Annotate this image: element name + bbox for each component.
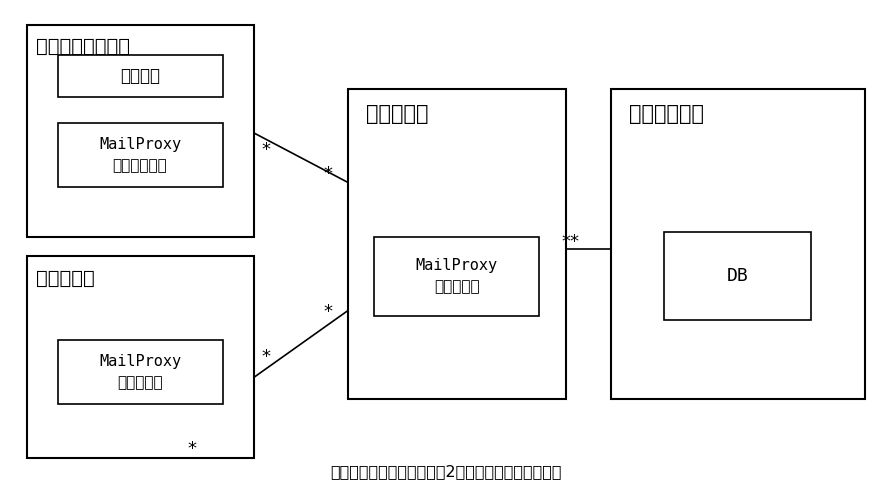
Bar <box>57 123 223 187</box>
Bar <box>57 340 223 404</box>
Text: *: * <box>324 303 333 320</box>
Text: 客户系统所在机器: 客户系统所在机器 <box>36 37 129 56</box>
Text: 细化物理架构的设计（迭代2）：软件如何部署到硬件: 细化物理架构的设计（迭代2）：软件如何部署到硬件 <box>330 464 562 479</box>
Text: 客户系统: 客户系统 <box>120 68 160 85</box>
Text: *: * <box>187 440 196 458</box>
Bar <box>611 89 865 399</box>
Bar <box>57 56 223 98</box>
Bar <box>27 25 254 237</box>
Text: 管理工作站: 管理工作站 <box>36 269 95 288</box>
Bar <box>348 89 566 399</box>
Text: *: * <box>261 349 270 366</box>
Text: 转发服务器: 转发服务器 <box>366 104 428 124</box>
Text: 数据库服务器: 数据库服务器 <box>629 104 704 124</box>
Text: MailProxy
管理员应用: MailProxy 管理员应用 <box>99 354 181 390</box>
Text: *: * <box>261 141 270 159</box>
Text: **: ** <box>562 233 580 250</box>
Bar <box>374 237 539 316</box>
Text: DB: DB <box>727 267 748 285</box>
Text: *: * <box>324 165 333 183</box>
Text: MailProxy
客户代理模块: MailProxy 客户代理模块 <box>99 137 181 174</box>
Bar <box>664 232 812 320</box>
Text: MailProxy
服务器软件: MailProxy 服务器软件 <box>416 258 498 294</box>
Bar <box>27 256 254 458</box>
